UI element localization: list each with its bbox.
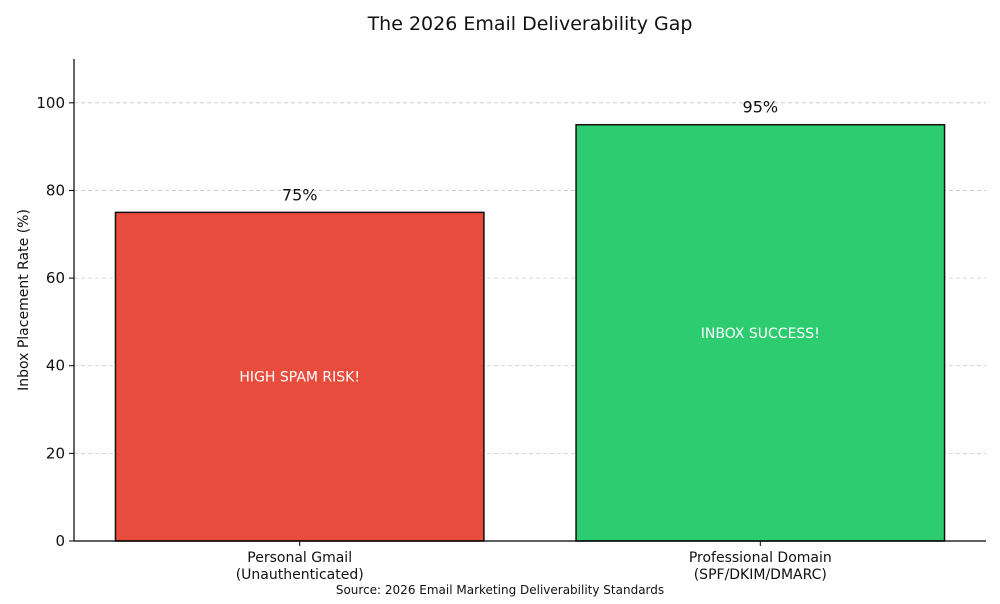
bar-annotation: INBOX SUCCESS! <box>701 326 820 342</box>
bar-annotation: HIGH SPAM RISK! <box>239 370 360 386</box>
chart-title: The 2026 Email Deliverability Gap <box>367 13 693 35</box>
x-tick-label-line: Professional Domain <box>689 550 832 566</box>
x-tick-label: Professional Domain (SPF/DKIM/DMARC) <box>689 550 832 583</box>
y-tick-label: 20 <box>46 444 65 462</box>
x-tick-label-line: (Unauthenticated) <box>236 567 364 583</box>
data-label: 95% <box>743 98 779 117</box>
y-tick-label: 100 <box>36 94 65 112</box>
x-tick-label-line: (SPF/DKIM/DMARC) <box>694 567 827 583</box>
y-tick-label: 40 <box>46 357 65 375</box>
source-note: Source: 2026 Email Marketing Deliverabil… <box>336 583 664 597</box>
data-label: 75% <box>282 185 318 204</box>
bar <box>114 211 485 542</box>
y-axis-label: Inbox Placement Rate (%) <box>16 209 32 391</box>
x-tick-label: Personal Gmail (Unauthenticated) <box>236 550 364 583</box>
x-tick-label-line: Personal Gmail <box>247 550 352 566</box>
y-axis-ticks: 0 20 40 60 80 100 <box>36 94 74 550</box>
y-tick-label: 0 <box>55 532 65 550</box>
bars: 75% HIGH SPAM RISK! 95% INBOX SUCCESS! <box>114 98 946 542</box>
y-tick-label: 60 <box>46 269 65 287</box>
x-axis-ticks: Personal Gmail (Unauthenticated) Professio… <box>236 541 832 583</box>
bar <box>575 123 946 542</box>
y-tick-label: 80 <box>46 181 65 199</box>
